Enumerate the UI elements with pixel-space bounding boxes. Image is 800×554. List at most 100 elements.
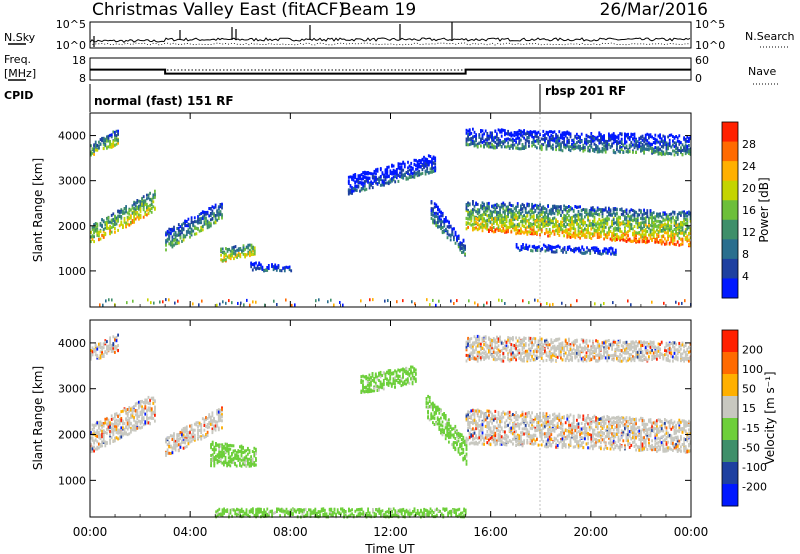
data-cell xyxy=(147,408,150,412)
data-cell xyxy=(568,219,570,223)
data-cell xyxy=(580,219,583,223)
data-cell xyxy=(169,240,172,244)
data-cell xyxy=(400,169,403,173)
data-cell xyxy=(94,343,97,347)
data-cell xyxy=(614,248,617,252)
data-cell xyxy=(468,214,471,218)
data-cell xyxy=(138,425,140,429)
data-cell xyxy=(523,214,525,218)
data-cell xyxy=(587,213,589,217)
data-cell xyxy=(500,128,503,132)
data-cell xyxy=(552,208,554,212)
data-cell xyxy=(574,205,577,209)
data-cell xyxy=(115,339,118,343)
data-cell xyxy=(251,263,254,266)
data-cell xyxy=(352,186,355,190)
data-cell xyxy=(555,139,557,143)
data-cell xyxy=(403,165,406,169)
data-cell xyxy=(101,421,103,425)
data-cell xyxy=(467,217,469,221)
data-cell xyxy=(499,143,501,147)
data-cell xyxy=(624,137,626,141)
data-cell xyxy=(516,223,519,227)
data-cell xyxy=(635,218,637,221)
data-cell xyxy=(617,221,620,225)
data-cell xyxy=(90,436,92,440)
data-cell xyxy=(91,346,94,350)
data-cell xyxy=(627,223,629,227)
data-cell xyxy=(107,219,110,223)
data-cell xyxy=(101,136,103,140)
data-cell xyxy=(625,150,628,154)
data-cell xyxy=(234,252,237,256)
data-cell xyxy=(643,217,645,221)
data-cell xyxy=(443,221,446,225)
data-cell xyxy=(189,226,191,230)
data-cell xyxy=(102,220,105,224)
data-cell xyxy=(678,142,681,146)
data-cell xyxy=(563,246,566,250)
data-cell xyxy=(376,167,379,171)
data-cell xyxy=(656,239,658,243)
data-cell xyxy=(546,246,548,250)
data-cell xyxy=(556,220,559,224)
data-cell xyxy=(568,223,570,227)
data-cell xyxy=(128,425,131,429)
data-cell xyxy=(507,205,509,209)
data-cell xyxy=(133,405,135,409)
data-cell xyxy=(147,196,150,200)
data-cell xyxy=(561,228,564,232)
data-cell xyxy=(643,137,645,141)
data-cell xyxy=(573,247,576,251)
data-cell xyxy=(237,252,240,255)
data-cell xyxy=(211,212,214,216)
data-cell xyxy=(112,433,115,437)
data-cell xyxy=(536,135,538,139)
data-cell xyxy=(657,225,660,229)
data-cell xyxy=(198,213,201,217)
data-cell xyxy=(462,239,465,243)
data-cell xyxy=(593,137,596,141)
data-cell xyxy=(660,242,663,246)
data-cell xyxy=(616,142,618,146)
data-cell xyxy=(173,233,175,237)
data-cell xyxy=(168,233,171,237)
data-cell xyxy=(553,232,556,236)
data-cell xyxy=(540,217,543,221)
data-cell xyxy=(537,136,540,140)
data-cell xyxy=(497,137,500,141)
data-cell xyxy=(138,414,140,418)
data-cell xyxy=(205,222,207,226)
data-cell xyxy=(612,141,615,145)
data-cell xyxy=(120,417,123,420)
data-cell xyxy=(468,222,471,226)
data-cell xyxy=(381,171,384,175)
data-cell xyxy=(502,204,505,208)
data-cell xyxy=(616,220,618,224)
data-cell xyxy=(91,147,94,151)
data-cell xyxy=(579,138,581,142)
data-cell xyxy=(371,181,374,185)
data-cell xyxy=(686,218,689,222)
data-cell xyxy=(619,236,621,240)
data-cell xyxy=(632,209,634,212)
data-cell xyxy=(171,227,174,231)
data-cell xyxy=(545,211,548,215)
data-cell xyxy=(633,209,636,213)
data-cell xyxy=(168,242,171,246)
data-cell xyxy=(355,185,358,189)
data-cell xyxy=(234,245,237,249)
data-cell xyxy=(609,230,612,233)
data-cell xyxy=(126,211,129,215)
data-cell xyxy=(544,244,547,248)
data-cell xyxy=(386,165,389,169)
data-cell xyxy=(676,146,679,150)
clutter-cell xyxy=(177,299,179,303)
data-cell xyxy=(620,221,623,225)
data-cell xyxy=(93,228,95,232)
data-cell xyxy=(433,215,436,218)
data-cell xyxy=(486,222,489,226)
data-cell xyxy=(106,139,108,143)
data-cell xyxy=(363,171,366,175)
data-cell xyxy=(638,237,641,241)
